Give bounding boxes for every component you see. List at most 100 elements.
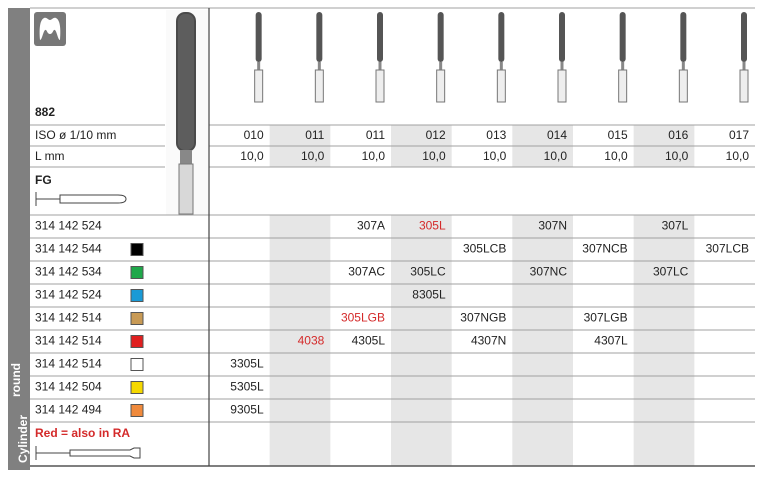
tooth-icon	[34, 12, 66, 46]
color-swatch	[130, 312, 144, 325]
ra-shank-drawing	[35, 446, 141, 460]
bur-drawing	[437, 12, 444, 62]
reference-number: 314 142 524	[35, 288, 102, 302]
bur-drawing	[560, 62, 564, 70]
length: 10,0	[240, 149, 264, 163]
iso-label: ISO ø 1/10 mm	[35, 128, 116, 142]
product-code: 307N	[538, 219, 567, 233]
side-label: Cylinder	[16, 415, 30, 463]
product-code: 307NC	[530, 265, 568, 279]
color-swatch	[130, 289, 144, 302]
product-number: 882	[35, 105, 55, 119]
iso-size: 011	[366, 128, 385, 142]
bur-drawing	[741, 12, 747, 62]
shaded-column	[633, 215, 695, 466]
reference-number: 314 142 534	[35, 265, 102, 279]
length: 10,0	[483, 149, 507, 163]
iso-size: 016	[668, 128, 688, 142]
shaded-column	[512, 215, 573, 466]
product-code: 307NGB	[460, 311, 506, 325]
product-code: 4305L	[352, 334, 386, 348]
color-swatch	[130, 404, 144, 417]
product-code: 307L	[662, 219, 689, 233]
bur-drawing	[499, 62, 503, 70]
shank-drawing	[35, 192, 127, 206]
shaded-column	[391, 215, 452, 466]
length: 10,0	[362, 149, 386, 163]
reference-number: 314 142 504	[35, 380, 102, 394]
length: 10,0	[422, 149, 446, 163]
bur-drawing	[436, 69, 446, 103]
iso-size: 015	[608, 128, 628, 142]
length-label: L mm	[35, 149, 65, 163]
side-strip	[8, 8, 30, 470]
product-code: 3305L	[230, 357, 264, 371]
side-label: round	[9, 363, 23, 397]
bur-drawing	[681, 62, 685, 70]
length: 10,0	[726, 149, 750, 163]
bur-drawing	[314, 69, 324, 103]
footnote: Red = also in RA	[35, 426, 130, 440]
product-code: 4307L	[594, 334, 628, 348]
product-code: 4038	[298, 334, 325, 348]
bur-drawing	[257, 62, 261, 70]
bur-drawing	[439, 62, 443, 70]
product-code: 307LC	[653, 265, 689, 279]
length: 10,0	[544, 149, 568, 163]
color-swatch	[130, 266, 144, 279]
reference-number: 314 142 514	[35, 357, 102, 371]
product-code: 307A	[357, 219, 385, 233]
product-code: 305LC	[410, 265, 446, 279]
bur-drawing	[316, 12, 323, 62]
bur-drawing	[742, 62, 746, 70]
bur-drawing	[498, 12, 505, 62]
product-code: 9305L	[230, 403, 264, 417]
length: 10,0	[301, 149, 325, 163]
reference-number: 314 142 544	[35, 242, 102, 256]
bur-drawing	[377, 12, 383, 62]
length: 10,0	[665, 149, 689, 163]
product-code: 305LCB	[463, 242, 506, 256]
bur-drawing	[678, 69, 688, 103]
bur-drawing	[619, 12, 626, 62]
iso-size: 010	[244, 128, 264, 142]
bur-drawing	[621, 62, 625, 70]
product-code: 307AC	[348, 265, 385, 279]
bur-drawing	[739, 69, 749, 103]
reference-number: 314 142 514	[35, 334, 102, 348]
product-code: 4307N	[471, 334, 506, 348]
table-rules	[30, 7, 755, 467]
iso-size: 013	[486, 128, 506, 142]
bur-image	[166, 10, 208, 215]
iso-size: 014	[547, 128, 567, 142]
product-code: 305L	[419, 219, 446, 233]
product-code: 307LCB	[706, 242, 749, 256]
bur-drawing	[680, 12, 687, 62]
bur-drawing	[378, 62, 382, 70]
reference-number: 314 142 524	[35, 219, 102, 233]
product-code: 5305L	[230, 380, 264, 394]
reference-number: 314 142 494	[35, 403, 102, 417]
shank-type: FG	[35, 173, 52, 187]
product-code: 305LGB	[341, 311, 385, 325]
color-swatch	[130, 358, 144, 371]
product-code: 307NCB	[582, 242, 627, 256]
bur-drawing	[557, 69, 567, 103]
bur-drawing	[254, 69, 264, 103]
iso-size: 012	[426, 128, 446, 142]
iso-size: 017	[729, 128, 749, 142]
reference-number: 314 142 514	[35, 311, 102, 325]
bur-drawing	[255, 12, 262, 62]
length: 10,0	[604, 149, 628, 163]
color-swatch	[130, 243, 144, 256]
color-swatch	[130, 381, 144, 394]
column-shading	[269, 125, 695, 466]
color-swatch	[130, 335, 144, 348]
iso-size: 011	[305, 128, 324, 142]
bur-drawing	[317, 62, 321, 70]
product-code: 8305L	[412, 288, 446, 302]
bur-drawing	[496, 69, 506, 103]
bur-drawing	[375, 69, 385, 103]
